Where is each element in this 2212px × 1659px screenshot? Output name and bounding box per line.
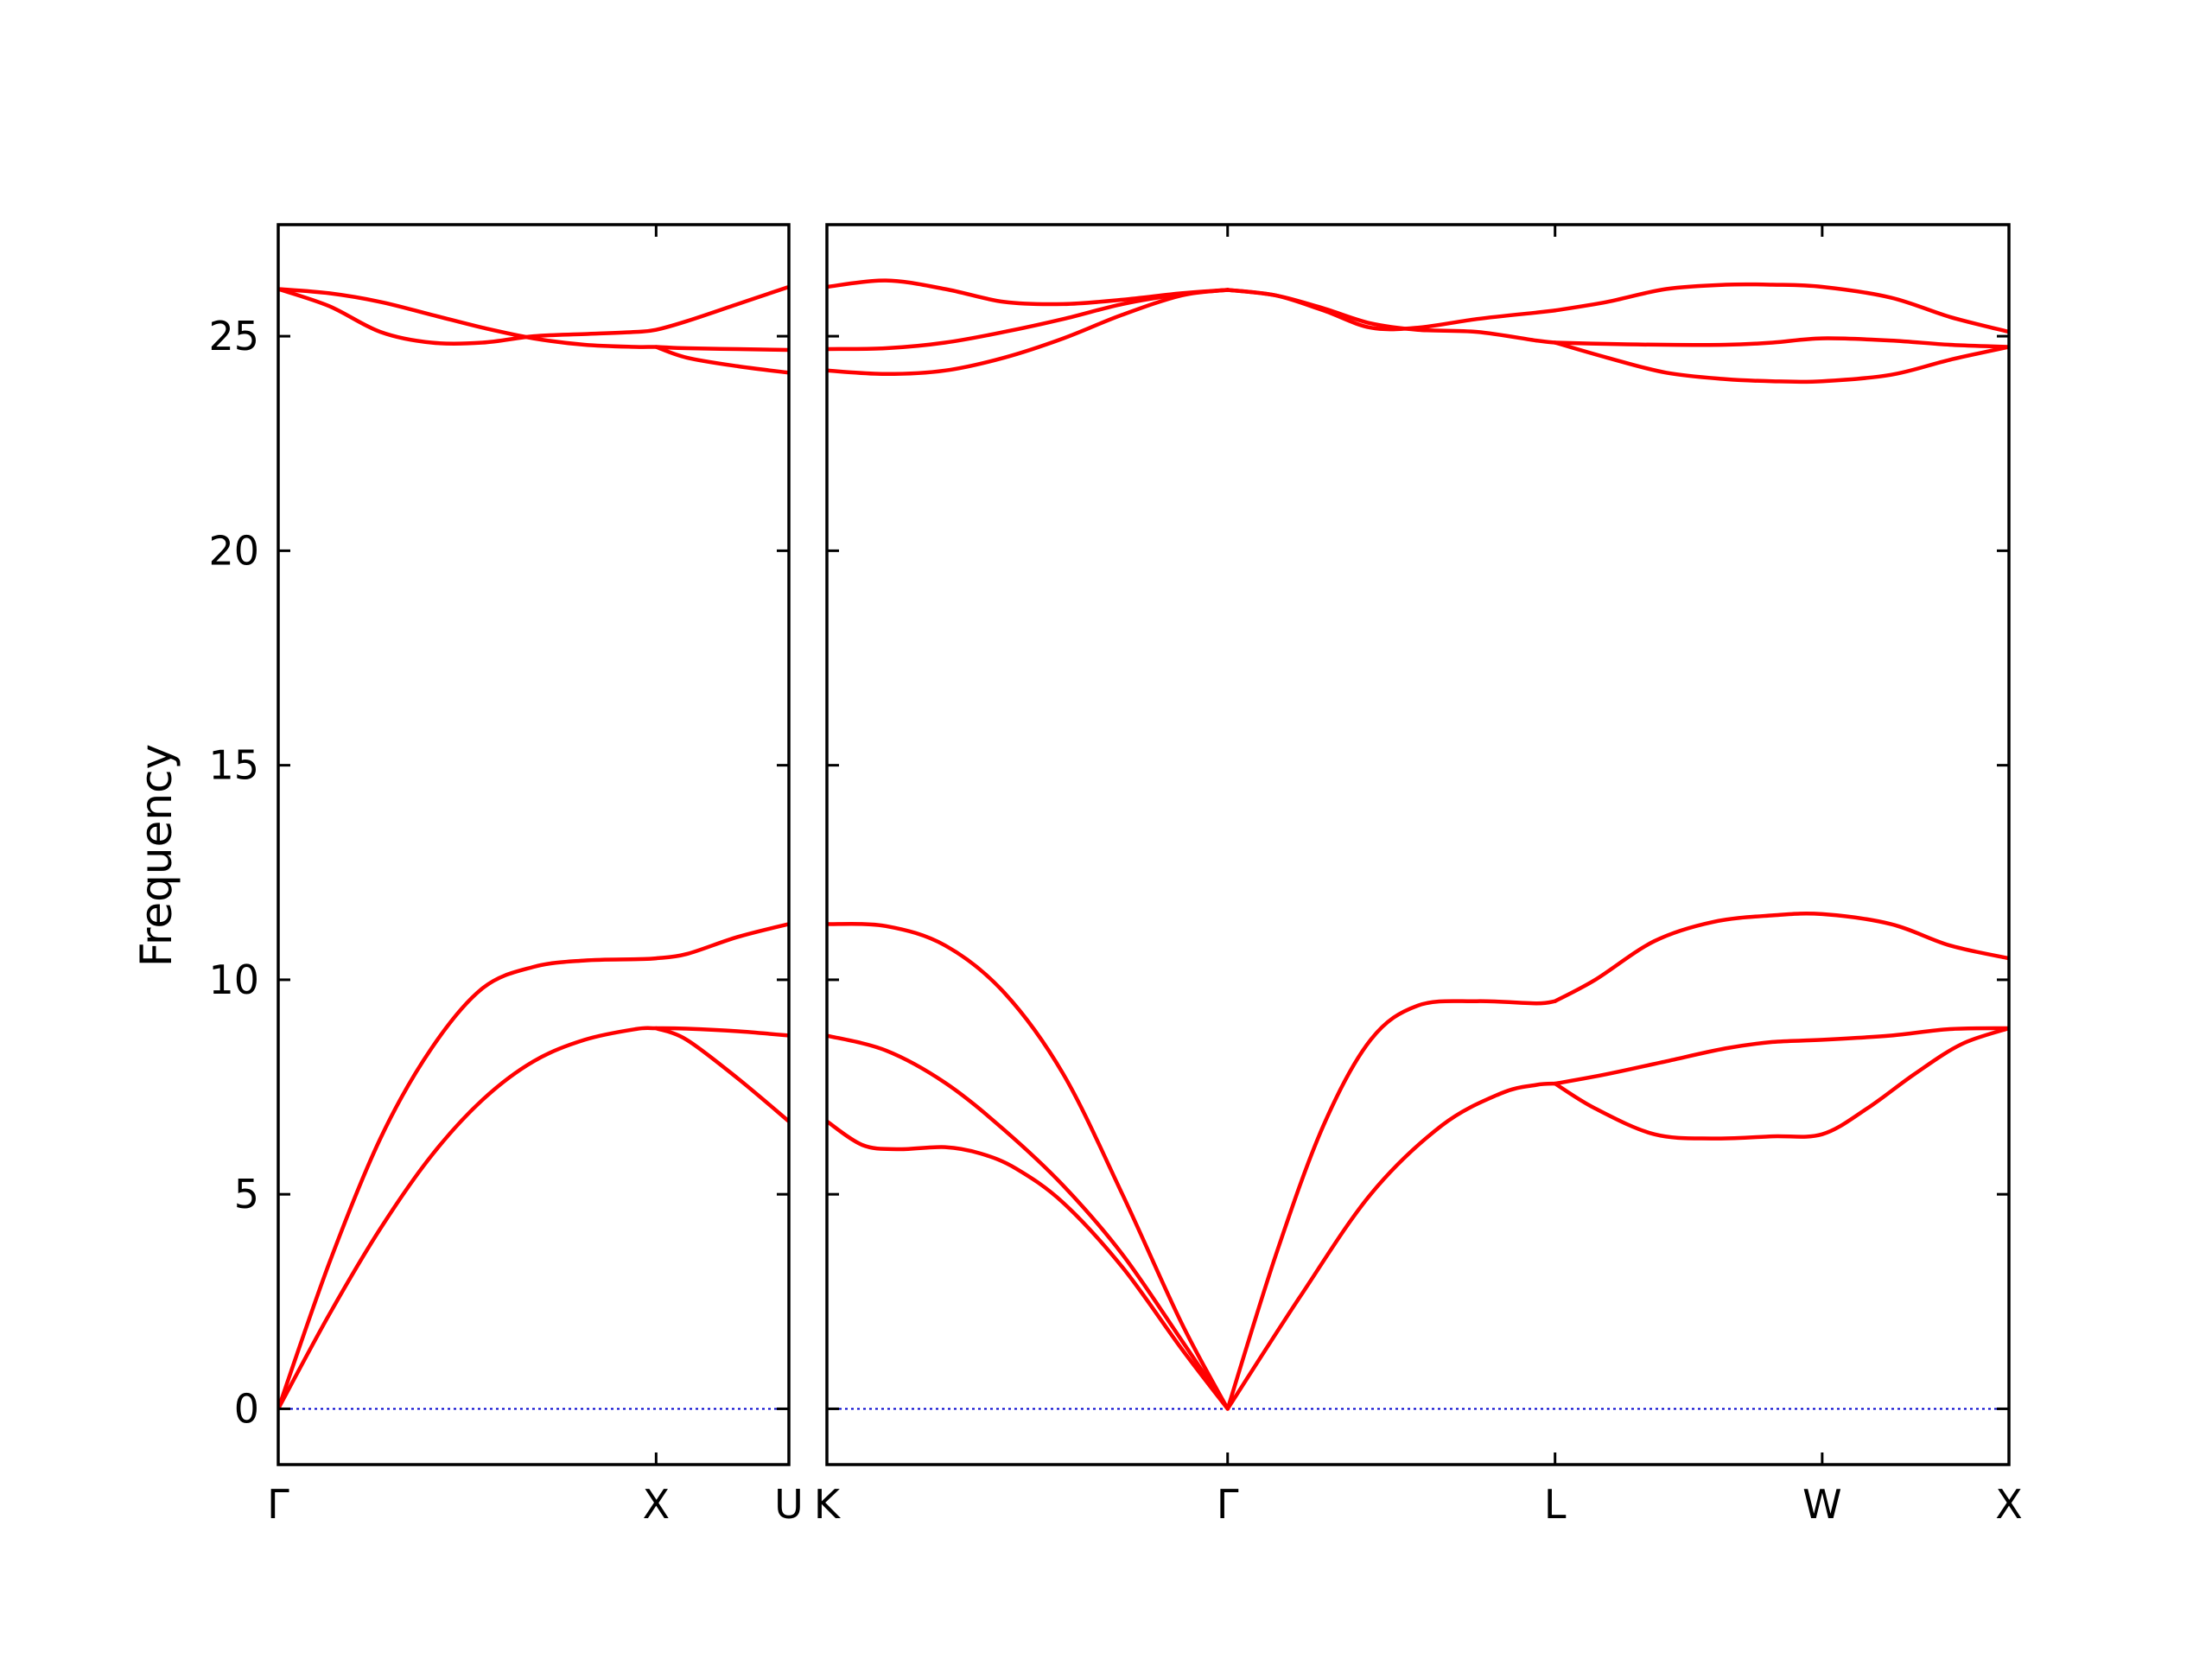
branch-line <box>654 345 789 375</box>
branch-line <box>278 284 789 346</box>
branch-line <box>1225 999 1557 1411</box>
panel-1: 0 5 10 15 20 25 Γ X U <box>208 223 804 1528</box>
x-tick-label: W <box>1802 1481 1841 1528</box>
panel-frame <box>825 223 2011 1466</box>
x-tick-label: X <box>643 1481 671 1528</box>
branch-line <box>1553 282 2009 334</box>
branch-line <box>1553 1026 2009 1086</box>
x-tick-label: U <box>774 1481 804 1528</box>
branch-line <box>278 922 789 1411</box>
y-axis-label: Frequency <box>131 744 181 967</box>
branch-line <box>1553 340 2009 385</box>
series-group <box>278 284 789 1411</box>
panels-layer: 0 5 10 15 20 25 Γ X U K Γ L W X <box>208 223 2023 1528</box>
branch-line <box>1225 288 1557 332</box>
x-tick-label: X <box>1995 1481 2023 1528</box>
y-tick-label: 20 <box>208 527 259 574</box>
y-tick-label: 15 <box>208 742 259 789</box>
panel-frame <box>276 223 791 1466</box>
series-group <box>827 278 2009 1411</box>
y-tick-label: 5 <box>234 1171 259 1217</box>
branch-line <box>827 1119 1230 1411</box>
x-tick-label: L <box>1544 1481 1567 1528</box>
branch-line <box>827 288 1230 377</box>
y-tick-label: 10 <box>208 957 259 1003</box>
branch-line <box>278 287 789 353</box>
branch-line <box>1553 1026 2009 1141</box>
y-tick-label: 0 <box>234 1385 259 1432</box>
branch-line <box>827 1033 1230 1411</box>
branch-line <box>827 288 1230 352</box>
branch-line <box>654 1026 789 1124</box>
x-tick-label: Γ <box>1217 1481 1239 1528</box>
x-tick-label: K <box>814 1481 842 1528</box>
y-tick-label: 25 <box>208 313 259 359</box>
branch-line <box>1553 336 2009 349</box>
branch-line <box>278 1026 789 1411</box>
branch-line <box>827 921 1230 1411</box>
x-tick-label: Γ <box>267 1481 289 1528</box>
branch-line <box>1553 911 2009 1003</box>
branch-line <box>1225 1081 1557 1411</box>
